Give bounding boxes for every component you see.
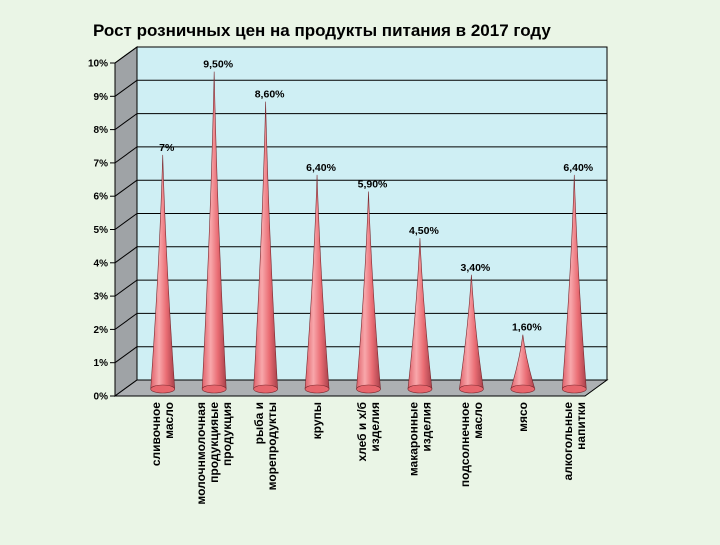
gridline-side: [114, 346, 138, 364]
data-label: 9,50%: [203, 59, 233, 71]
cone-base: [407, 384, 433, 394]
category-label-line: крупы: [310, 402, 324, 439]
gridline-side: [114, 279, 138, 297]
gridline-side: [114, 246, 138, 264]
category-label-line: масло: [471, 402, 485, 439]
category-label-line: изделия: [368, 402, 382, 452]
y-tick-label: 0%: [94, 392, 109, 403]
cone-bar: [561, 174, 587, 394]
cone-base: [150, 384, 176, 394]
cone-base: [510, 384, 536, 394]
cone-bar: [459, 274, 484, 394]
category-label: сливочное масло: [149, 402, 176, 466]
cone-bar: [510, 334, 536, 394]
category-label-line: продукцияые: [207, 402, 221, 483]
cone-bar: [201, 71, 227, 394]
cone-body: [356, 191, 381, 390]
category-label-line: морепродукты: [265, 402, 279, 490]
category-label: макаронные изделия: [406, 402, 433, 476]
category-label-line: макаронные: [406, 402, 420, 476]
cone-base: [459, 384, 484, 394]
cone-base: [356, 384, 381, 394]
data-label: 6,40%: [306, 162, 336, 174]
data-label: 6,40%: [563, 162, 593, 174]
cone-base: [201, 384, 227, 394]
gridline-side: [114, 46, 138, 64]
chart-title: Рост розничных цен на продукты питания в…: [93, 21, 551, 40]
category-label-line: масло: [162, 402, 176, 439]
y-tick-label: 5%: [94, 225, 109, 236]
gridline-side: [114, 213, 138, 230]
category-label: подсолнечное масло: [458, 402, 485, 487]
cone-body: [253, 101, 278, 390]
category-label: хлеб и х/б изделия: [355, 402, 382, 462]
category-label-line: изделия: [419, 402, 433, 452]
cone-body: [201, 71, 227, 390]
category-label: алкогольные напитки: [561, 402, 588, 481]
cone-base: [304, 384, 330, 394]
cone-bar: [356, 191, 381, 394]
data-label: 5,90%: [358, 179, 388, 191]
category-label-line: напитки: [574, 402, 588, 450]
y-tick-label: 10%: [88, 59, 108, 70]
gridline-side: [114, 146, 138, 164]
category-label: мясо: [516, 402, 530, 432]
data-label: 7%: [159, 142, 175, 154]
cone-bar: [304, 174, 330, 394]
cone-body: [561, 174, 587, 390]
category-label-line: алкогольные: [561, 402, 575, 481]
data-label: 1,60%: [512, 322, 542, 334]
cone-body: [304, 174, 330, 390]
y-tick-label: 1%: [94, 358, 109, 369]
category-label-line: сливочное: [149, 402, 163, 466]
category-label-line: хлеб и х/б: [355, 402, 369, 462]
y-tick-label: 6%: [94, 192, 109, 203]
category-label-line: продукция: [220, 402, 234, 466]
cone-body: [150, 154, 176, 390]
cone-body: [407, 238, 433, 390]
cone-base: [561, 384, 587, 394]
data-label: 3,40%: [460, 262, 490, 274]
gridline-side: [114, 79, 138, 97]
category-label: молочнмолочная продукцияые продукция: [194, 402, 234, 505]
category-label: крупы: [310, 402, 324, 439]
y-tick-label: 9%: [94, 92, 109, 103]
y-tick-label: 4%: [94, 258, 109, 269]
y-tick-label: 2%: [94, 325, 109, 336]
cone-body: [459, 274, 484, 390]
category-label: рыба и морепродукты: [252, 402, 279, 490]
cone-bar: [407, 238, 433, 394]
cone-body: [510, 334, 536, 390]
data-label: 4,50%: [409, 225, 439, 237]
gridline-side: [114, 113, 138, 131]
y-tick-label: 8%: [94, 125, 109, 136]
category-label-line: молочнмолочная: [194, 402, 208, 505]
cone-bar: [150, 154, 176, 394]
data-label: 8,60%: [255, 89, 285, 101]
cone-bar: [253, 101, 278, 394]
category-label-line: мясо: [516, 402, 530, 432]
category-label-line: рыба и: [252, 402, 266, 444]
y-tick-label: 3%: [94, 292, 109, 303]
gridline-side: [114, 312, 138, 330]
gridline-side: [114, 179, 138, 197]
cone-base: [253, 384, 278, 394]
category-label-line: подсолнечное: [458, 402, 472, 487]
y-tick-label: 7%: [94, 158, 109, 169]
